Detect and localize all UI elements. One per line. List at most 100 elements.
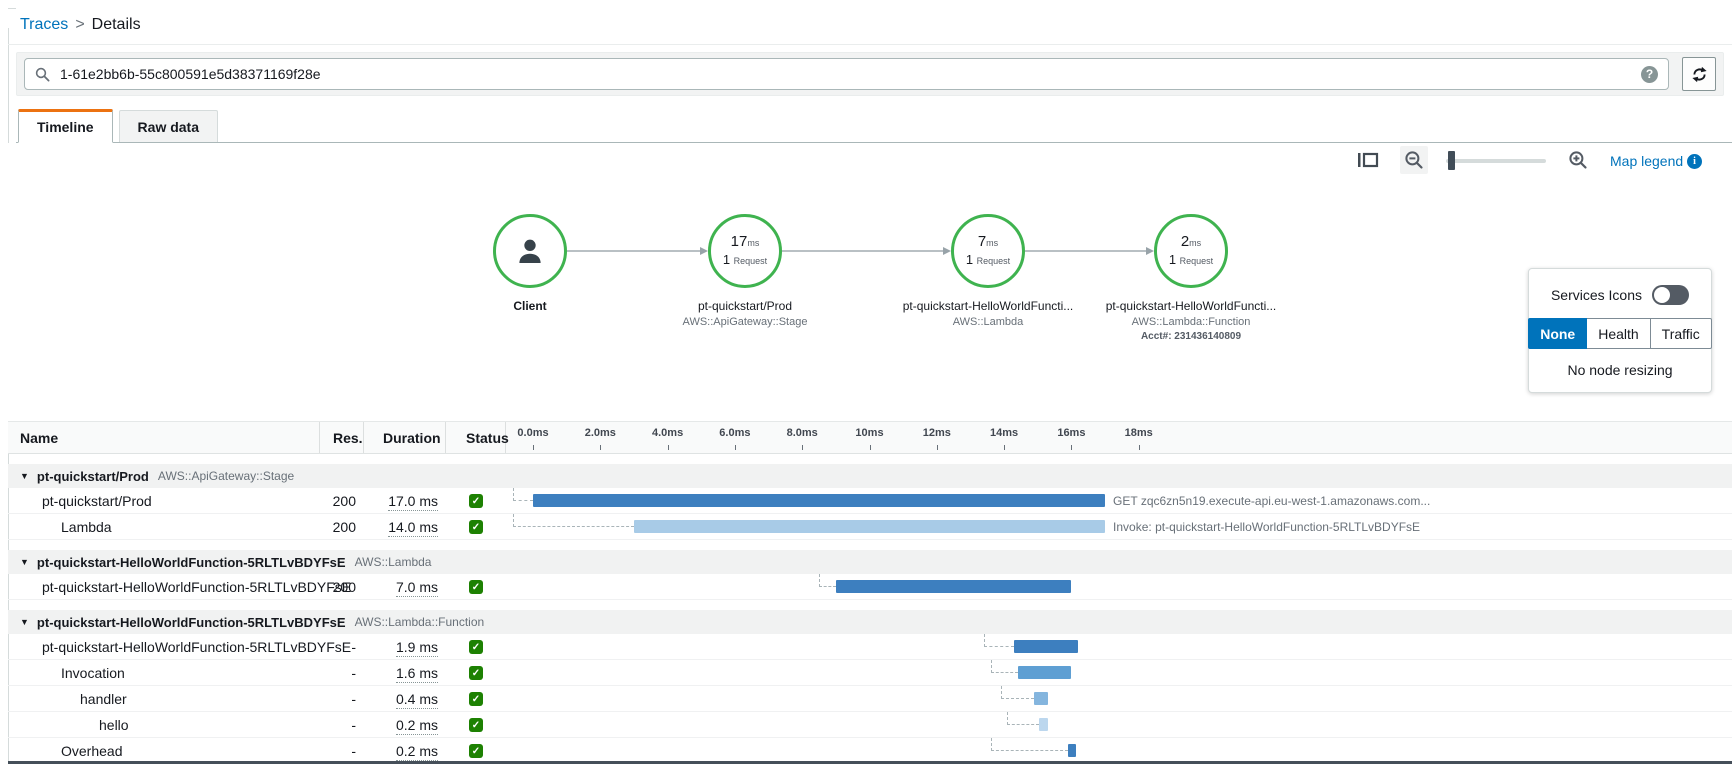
zoom-in-icon bbox=[1569, 151, 1587, 169]
trace-row[interactable]: Invocation - 1.6 ms ✓ bbox=[8, 660, 1732, 686]
node-type: AWS::Lambda bbox=[952, 316, 1024, 328]
column-res[interactable]: Res. bbox=[320, 422, 364, 453]
duration-value[interactable]: 7.0 ms bbox=[395, 579, 438, 597]
timeline-bar[interactable] bbox=[1017, 666, 1072, 679]
timeline-bar[interactable] bbox=[533, 494, 1106, 507]
collapse-icon[interactable]: ▼ bbox=[20, 471, 29, 481]
duration-value[interactable]: 1.6 ms bbox=[395, 665, 438, 683]
trace-row-group[interactable]: ▼ pt-quickstart-HelloWorldFunction-5RLTLv… bbox=[8, 550, 1732, 574]
breadcrumb-details: Details bbox=[91, 16, 141, 33]
tick-label: 16ms bbox=[1057, 427, 1086, 439]
refresh-icon bbox=[1691, 66, 1707, 82]
trace-search-box[interactable]: ? bbox=[24, 58, 1669, 90]
node-resize-note: No node resizing bbox=[1567, 362, 1673, 378]
fit-view-button[interactable] bbox=[1357, 150, 1379, 170]
span-response-code: - bbox=[351, 639, 356, 655]
node-label: Client bbox=[410, 299, 650, 313]
collapse-icon[interactable]: ▼ bbox=[20, 557, 29, 567]
refresh-button[interactable] bbox=[1682, 57, 1716, 91]
tick-mark bbox=[869, 445, 871, 450]
column-duration[interactable]: Duration bbox=[364, 422, 446, 453]
span-status: ✓ bbox=[446, 686, 506, 712]
trace-row[interactable]: pt-quickstart/Prod 200 17.0 ms ✓ GET zqc6zn5… bbox=[8, 488, 1732, 514]
node-label: pt-quickstart-HelloWorldFuncti... AWS::La… bbox=[868, 299, 1108, 328]
zoom-slider[interactable] bbox=[1446, 159, 1546, 163]
span-name: Overhead bbox=[61, 743, 123, 759]
zoom-slider-handle[interactable] bbox=[1448, 151, 1455, 170]
trace-row-group[interactable]: ▼ pt-quickstart-HelloWorldFunction-5RLTLv… bbox=[8, 610, 1732, 634]
status-ok-badge: ✓ bbox=[469, 666, 483, 680]
tab-raw-data-label: Raw data bbox=[137, 118, 200, 135]
trace-row[interactable]: hello - 0.2 ms ✓ bbox=[8, 712, 1732, 738]
status-ok-badge: ✓ bbox=[469, 640, 483, 654]
bar-connector bbox=[512, 526, 634, 527]
duration-value[interactable]: 0.2 ms bbox=[395, 717, 438, 735]
trace-row[interactable]: Lambda 200 14.0 ms ✓ Invoke: pt-quickstart-H… bbox=[8, 514, 1732, 540]
timeline-bar[interactable] bbox=[1068, 744, 1077, 757]
duration-value[interactable]: 0.2 ms bbox=[395, 743, 438, 761]
span-name: pt-quickstart-HelloWorldFunction-5RLTLvB… bbox=[42, 579, 352, 595]
node-latency: 2ms bbox=[1180, 233, 1202, 250]
node-label: pt-quickstart/Prod AWS::ApiGateway::Stage bbox=[625, 299, 865, 328]
duration-value[interactable]: 1.9 ms bbox=[395, 639, 438, 657]
service-node[interactable]: 17ms 1 Request bbox=[708, 214, 782, 288]
trace-row[interactable]: pt-quickstart-HelloWorldFunction-5RLTLvB… bbox=[8, 574, 1732, 600]
zoom-out-button[interactable] bbox=[1400, 146, 1428, 174]
span-name: pt-quickstart-HelloWorldFunction-5RLTLvB… bbox=[42, 639, 352, 655]
tab-timeline-label: Timeline bbox=[37, 119, 94, 135]
map-legend-link[interactable]: Map legend bbox=[1610, 153, 1684, 169]
bar-connector bbox=[1000, 698, 1035, 699]
service-node[interactable]: 7ms 1 Request bbox=[951, 214, 1025, 288]
services-icons-label: Services Icons bbox=[1550, 287, 1643, 303]
node-label: pt-quickstart-HelloWorldFuncti... AWS::La… bbox=[1071, 299, 1311, 342]
span-response-code: - bbox=[351, 691, 356, 707]
breadcrumb-traces-link[interactable]: Traces bbox=[20, 16, 69, 33]
tab-timeline[interactable]: Timeline bbox=[18, 109, 113, 143]
services-icons-toggle[interactable] bbox=[1652, 285, 1690, 305]
timeline-bar[interactable] bbox=[835, 580, 1072, 593]
bar-connector bbox=[990, 660, 992, 673]
help-icon[interactable]: ? bbox=[1641, 65, 1658, 83]
tick-label: 12ms bbox=[922, 427, 951, 439]
trace-row[interactable]: handler - 0.4 ms ✓ bbox=[8, 686, 1732, 712]
bar-connector bbox=[990, 672, 1018, 673]
zoom-in-button[interactable] bbox=[1568, 150, 1588, 170]
span-duration: 17.0 ms bbox=[364, 488, 438, 514]
bar-connector bbox=[819, 586, 836, 587]
map-edge-arrow-icon bbox=[1146, 247, 1154, 255]
node-request-count: 1 Request bbox=[965, 252, 1011, 267]
tick-label: 14ms bbox=[990, 427, 1019, 439]
service-node[interactable]: 2ms 1 Request bbox=[1154, 214, 1228, 288]
tab-raw-data[interactable]: Raw data bbox=[118, 110, 219, 142]
column-name[interactable]: Name bbox=[8, 422, 320, 453]
duration-value[interactable]: 14.0 ms bbox=[388, 519, 438, 537]
span-status: ✓ bbox=[446, 574, 506, 600]
duration-value[interactable]: 0.4 ms bbox=[395, 691, 438, 709]
service-node[interactable] bbox=[493, 214, 567, 288]
span-status: ✓ bbox=[446, 738, 506, 764]
trace-id-input[interactable] bbox=[58, 65, 1641, 83]
trace-row[interactable]: pt-quickstart-HelloWorldFunction-5RLTLvB… bbox=[8, 634, 1732, 660]
services-icons-panel: Services Icons None Health Traffic No no… bbox=[1528, 268, 1712, 393]
tick-mark bbox=[936, 445, 938, 450]
span-name: hello bbox=[99, 717, 129, 733]
mode-button-health[interactable]: Health bbox=[1587, 318, 1651, 349]
mode-button-traffic[interactable]: Traffic bbox=[1650, 318, 1712, 349]
timeline-bar[interactable] bbox=[1034, 692, 1048, 705]
timeline-bar[interactable] bbox=[1014, 640, 1079, 653]
timeline-bar[interactable] bbox=[1039, 718, 1048, 731]
info-icon[interactable]: i bbox=[1687, 154, 1702, 169]
collapse-icon[interactable]: ▼ bbox=[20, 617, 29, 627]
trace-row-group[interactable]: ▼ pt-quickstart/Prod AWS::ApiGateway::Stag… bbox=[8, 464, 1732, 488]
timeline-bar[interactable] bbox=[633, 520, 1106, 533]
status-ok-badge: ✓ bbox=[469, 718, 483, 732]
span-response-code: 200 bbox=[332, 519, 356, 535]
duration-value[interactable]: 17.0 ms bbox=[388, 493, 438, 511]
group-name: pt-quickstart-HelloWorldFunction-5RLTLvB… bbox=[36, 554, 346, 570]
column-status[interactable]: Status bbox=[446, 422, 509, 453]
node-type: AWS::ApiGateway::Stage bbox=[682, 316, 808, 328]
group-type: AWS::ApiGateway::Stage bbox=[157, 469, 295, 483]
viewport-bottom-edge bbox=[8, 761, 1732, 764]
mode-button-none[interactable]: None bbox=[1528, 318, 1588, 349]
tick-label: 0.0ms bbox=[517, 427, 549, 439]
